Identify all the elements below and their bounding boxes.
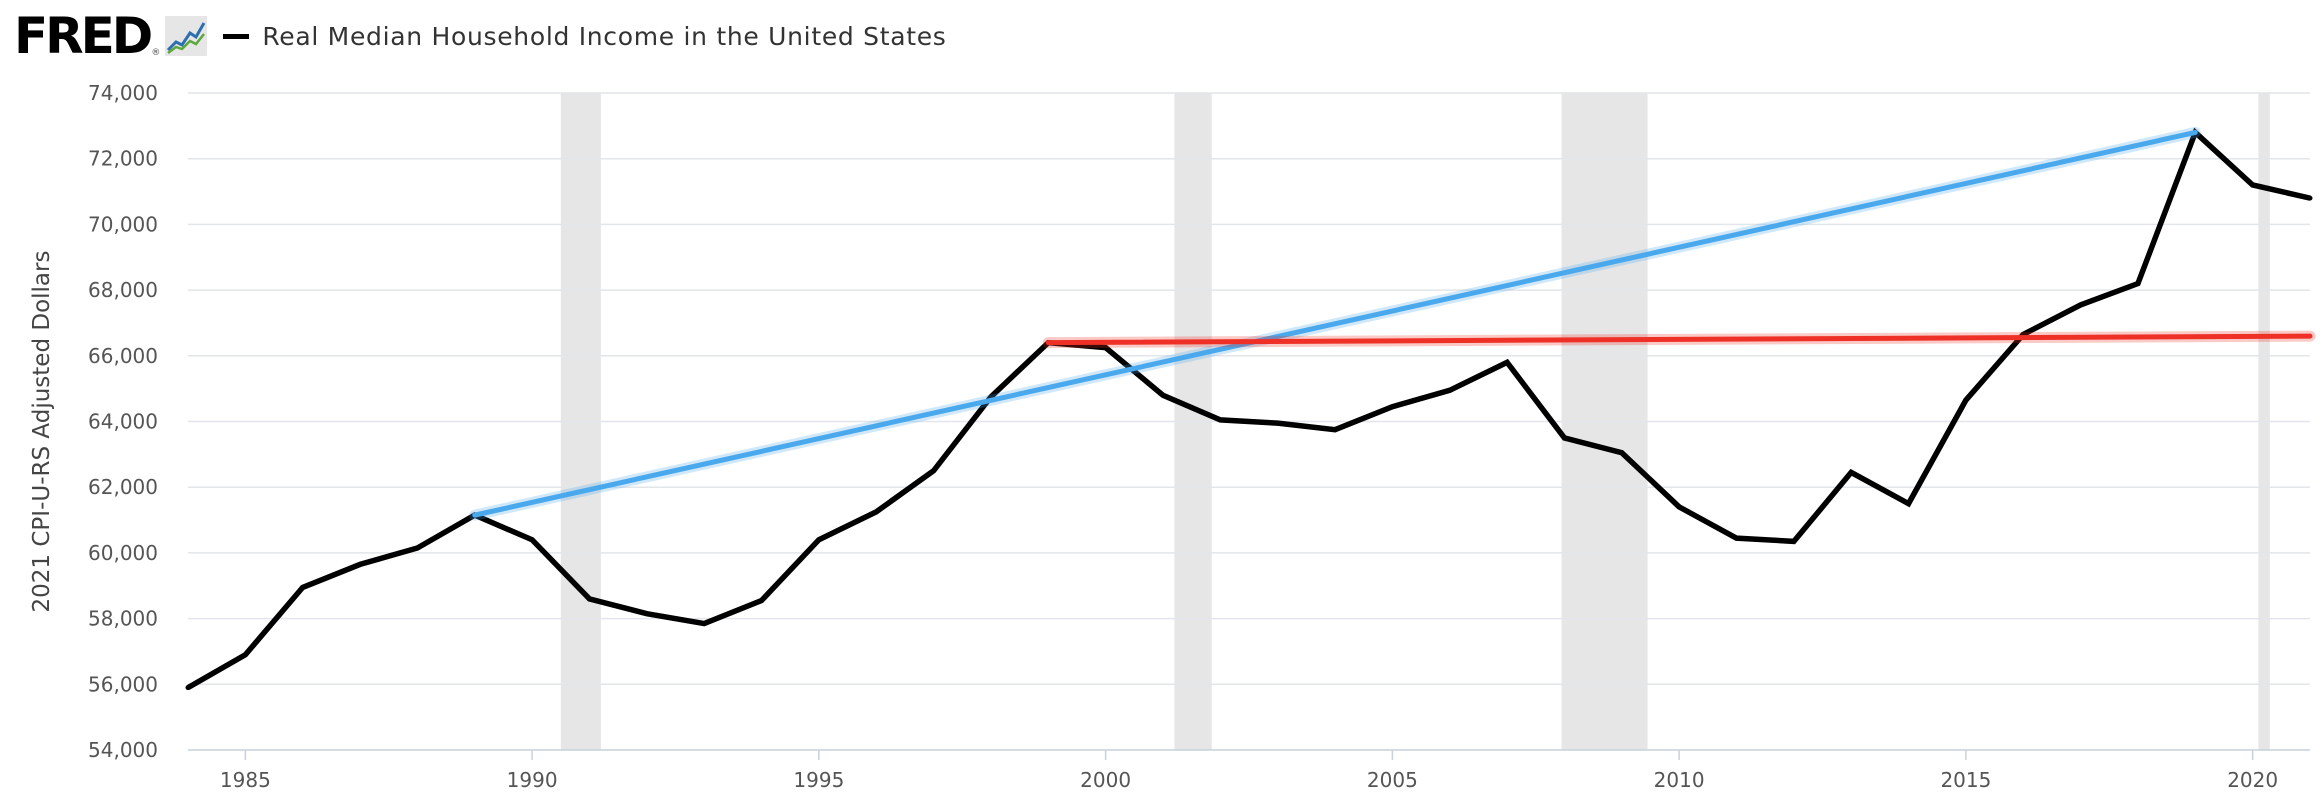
y-tick-label: 62,000 [88,475,158,499]
y-tick-label: 68,000 [88,278,158,302]
y-axis-label: 2021 CPI-U-RS Adjusted Dollars [29,251,55,613]
data-point-2018[interactable] [2135,281,2141,287]
x-tick-label: 2010 [1654,768,1705,792]
data-point-2005[interactable] [1389,404,1395,410]
graph-icon [165,16,208,56]
y-tick-label: 66,000 [88,344,158,368]
data-point-2004[interactable] [1332,427,1338,433]
data-point-1996[interactable] [873,509,879,515]
data-point-2000[interactable] [1103,345,1109,351]
legend-label: Real Median Household Income in the Unit… [262,21,947,51]
x-tick-label: 1995 [793,768,844,792]
series-line-0[interactable] [186,127,2311,690]
x-tick-label: 2000 [1080,768,1131,792]
data-point-1997[interactable] [931,468,937,474]
data-point-2008[interactable] [1561,435,1567,441]
x-tick-label: 2015 [1940,768,1991,792]
data-point-2021[interactable] [2307,195,2313,201]
data-point-1984[interactable] [185,685,191,691]
data-point-1995[interactable] [816,537,822,543]
data-point-2009[interactable] [1619,450,1625,456]
data-point-2002[interactable] [1217,417,1223,423]
data-point-2015[interactable] [1963,397,1969,403]
y-tick-label: 60,000 [88,541,158,565]
data-point-2010[interactable] [1676,504,1682,510]
y-tick-label: 54,000 [88,738,158,762]
data-point-2014[interactable] [1906,501,1912,507]
x-tick-label: 2005 [1367,768,1418,792]
header: FRED ® Real Median Household Income in t… [14,8,947,64]
data-point-2003[interactable] [1275,420,1281,426]
x-tick-label: 2020 [2227,768,2278,792]
x-tick-label: 1990 [507,768,558,792]
data-point-2020[interactable] [2250,182,2256,188]
data-point-1994[interactable] [759,598,765,604]
data-point-2001[interactable] [1160,392,1166,398]
data-point-2006[interactable] [1447,387,1453,393]
y-tick-label: 70,000 [88,212,158,236]
data-point-2012[interactable] [1791,538,1797,544]
y-tick-label: 58,000 [88,607,158,631]
trendlines [469,126,2316,521]
trendline-0 [472,129,2198,518]
series-layer [185,127,2313,691]
y-axis-ticks: 54,000 56,000 58,000 60,000 62,000 64,000 66,0… [88,81,158,762]
data-point-1990[interactable] [529,537,535,543]
y-tick-label: 64,000 [88,410,158,434]
legend[interactable]: Real Median Household Income in the Unit… [223,22,946,51]
data-point-2013[interactable] [1848,469,1854,475]
data-point-1991[interactable] [586,596,592,602]
y-tick-label: 56,000 [88,672,158,696]
data-point-1987[interactable] [357,561,363,567]
x-tick-label: 1985 [220,768,271,792]
data-point-2007[interactable] [1504,359,1510,365]
data-point-2017[interactable] [2078,302,2084,308]
fred-logo[interactable]: FRED [14,7,153,65]
data-point-1988[interactable] [414,545,420,551]
trendline-1 [1045,333,2313,346]
legend-swatch [223,33,250,39]
logo-registered-mark: ® [151,48,161,58]
data-point-1985[interactable] [242,652,248,658]
y-tick-label: 72,000 [88,147,158,171]
data-point-2011[interactable] [1733,535,1739,541]
y-tick-label: 74,000 [88,81,158,105]
data-point-1986[interactable] [300,584,306,590]
x-axis-ticks: 1985 1990 1995 2000 2005 2010 2015 2020 [220,750,2278,792]
data-point-1992[interactable] [644,611,650,617]
data-point-1993[interactable] [701,621,707,627]
